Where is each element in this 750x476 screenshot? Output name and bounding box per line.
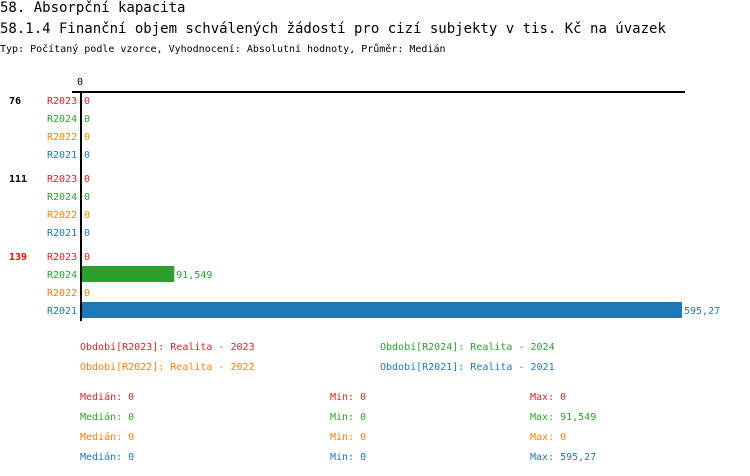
- bar: [82, 266, 175, 282]
- stat-median: Medián: 0: [80, 412, 135, 423]
- stat-max: Max: 0: [530, 432, 567, 443]
- chart-subtitle: Typ: Počítaný podle vzorce, Vyhodnocení:…: [0, 44, 446, 55]
- stat-min: Min: 0: [330, 452, 367, 463]
- stat-max: Max: 91,549: [530, 412, 597, 423]
- x-tick-label: 0: [77, 77, 83, 88]
- series-label: R2022: [47, 210, 77, 221]
- series-label: R2023: [47, 252, 77, 263]
- data-label: 0: [84, 114, 90, 125]
- group-label: 111: [9, 174, 27, 185]
- data-label: 0: [84, 132, 90, 143]
- stat-max: Max: 0: [530, 392, 567, 403]
- data-label: 91,549: [176, 270, 212, 281]
- data-label: 0: [84, 150, 90, 161]
- legend-item: Období[R2024]: Realita - 2024: [380, 342, 555, 353]
- data-label: 0: [84, 210, 90, 221]
- legend-item: Období[R2023]: Realita - 2023: [80, 342, 255, 353]
- data-label: 0: [84, 228, 90, 239]
- series-label: R2022: [47, 132, 77, 143]
- legend-item: Období[R2022]: Realita - 2022: [80, 362, 255, 373]
- stat-median: Medián: 0: [80, 392, 135, 403]
- data-label: 0: [84, 96, 90, 107]
- series-label: R2021: [47, 150, 77, 161]
- series-label: R2024: [47, 192, 77, 203]
- data-label: 0: [84, 174, 90, 185]
- stat-max: Max: 595,27: [530, 452, 597, 463]
- stat-min: Min: 0: [330, 392, 367, 403]
- series-label: R2023: [47, 174, 77, 185]
- bar: [82, 302, 682, 318]
- group-label: 139: [9, 252, 27, 263]
- chart-title: 58.1.4 Finanční objem schválených žádost…: [0, 21, 666, 37]
- series-label: R2024: [47, 114, 77, 125]
- series-label: R2021: [47, 306, 77, 317]
- series-label: R2024: [47, 270, 77, 281]
- series-label: R2023: [47, 96, 77, 107]
- series-label: R2021: [47, 228, 77, 239]
- stat-min: Min: 0: [330, 412, 367, 423]
- data-label: 0: [84, 288, 90, 299]
- data-label: 0: [84, 192, 90, 203]
- legend-item: Období[R2021]: Realita - 2021: [380, 362, 555, 373]
- data-label: 0: [84, 252, 90, 263]
- data-label: 595,27: [684, 306, 720, 317]
- stat-median: Medián: 0: [80, 432, 135, 443]
- section-title: 58. Absorpční kapacita: [0, 0, 186, 16]
- group-label: 76: [9, 96, 21, 107]
- stat-median: Medián: 0: [80, 452, 135, 463]
- stat-min: Min: 0: [330, 432, 367, 443]
- series-label: R2022: [47, 288, 77, 299]
